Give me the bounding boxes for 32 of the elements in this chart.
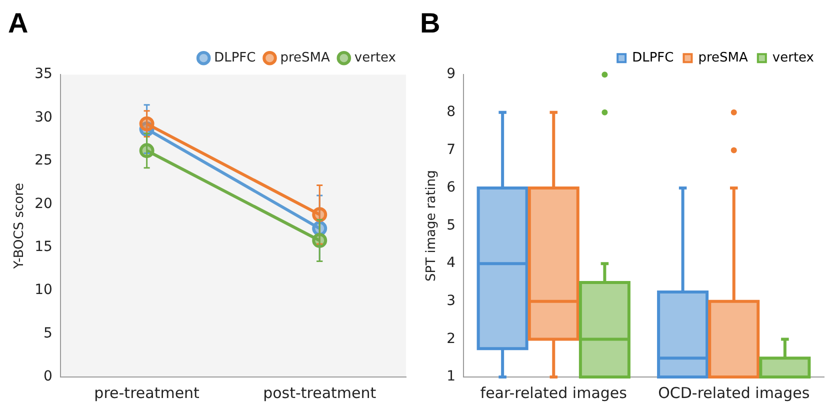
legend-label: vertex — [354, 50, 396, 66]
x-tick-label: pre-treatment — [94, 384, 200, 402]
y-tick-label: 7 — [446, 142, 456, 158]
y-tick-label: 5 — [446, 217, 456, 234]
y-tick-label: 5 — [43, 325, 52, 342]
legend-label: DLPFC — [214, 50, 256, 66]
chart-title: A — [8, 8, 28, 39]
y-tick-label: 30 — [34, 109, 52, 126]
legend-label: vertex — [772, 50, 814, 66]
y-axis-title: Y-BOCS score — [12, 182, 28, 270]
y-tick-label: 8 — [446, 104, 456, 120]
y-tick-label: 35 — [34, 66, 52, 82]
legend-label: preSMA — [280, 50, 330, 66]
y-tick-label: 10 — [34, 282, 52, 298]
x-tick-label: fear-related images — [480, 384, 628, 402]
chart-title: B — [420, 8, 440, 39]
y-tick-label: 3 — [446, 293, 456, 310]
y-tick-label: 4 — [446, 255, 456, 272]
y-tick-label: 25 — [34, 152, 52, 169]
y-tick-label: 1 — [446, 368, 456, 385]
y-tick-label: 9 — [446, 66, 456, 82]
x-tick-label: OCD-related images — [658, 384, 810, 402]
x-tick-label: post-treatment — [263, 384, 376, 402]
y-tick-label: 6 — [446, 180, 456, 196]
y-tick-label: 2 — [446, 330, 456, 347]
y-tick-label: 20 — [34, 196, 52, 212]
y-tick-label: 0 — [43, 368, 52, 385]
legend-label: preSMA — [698, 50, 748, 66]
legend-label: DLPFC — [632, 50, 674, 66]
y-tick-label: 15 — [34, 239, 52, 256]
y-axis-title: SPT image rating — [424, 170, 440, 282]
point — [139, 116, 154, 132]
